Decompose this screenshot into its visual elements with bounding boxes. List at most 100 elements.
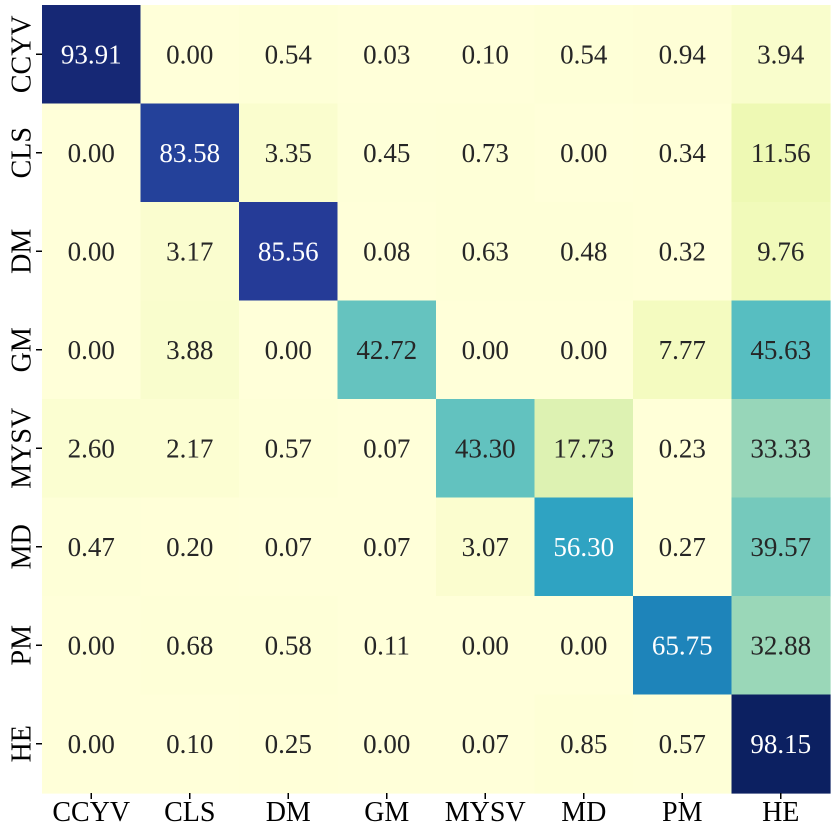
cell-value-label: 0.57: [659, 729, 706, 759]
heatmap-cell: [633, 300, 733, 400]
heatmap-cell: [239, 300, 339, 400]
heatmap-cell: [337, 5, 437, 105]
y-tick-label: PM: [7, 625, 38, 666]
heatmap-cell-labels: 93.91 0.00 0.54 0.03 0.10 0.54 0.94 3.94 0.00 83.…: [61, 39, 811, 759]
heatmap-cell: [42, 5, 142, 105]
cell-value-label: 0.54: [560, 39, 608, 69]
cell-value-label: 0.23: [659, 433, 706, 463]
cell-value-label: 7.77: [659, 335, 706, 365]
heatmap-cell: [239, 399, 339, 499]
cell-value-label: 39.57: [750, 532, 811, 562]
heatmap-cell: [436, 497, 536, 597]
cell-value-label: 0.00: [68, 630, 115, 660]
heatmap-cell: [633, 694, 733, 794]
cell-value-label: 0.10: [166, 729, 213, 759]
x-tick-label: CCYV: [52, 797, 130, 827]
cell-value-label: 85.56: [258, 236, 319, 266]
heatmap-cell: [731, 694, 831, 794]
cell-value-label: 3.07: [462, 532, 509, 562]
heatmap-cell: [731, 497, 831, 597]
cell-value-label: 33.33: [750, 433, 811, 463]
heatmap-cell: [534, 300, 634, 400]
heatmap-cell: [731, 300, 831, 400]
y-tick-label: CLS: [7, 127, 38, 178]
cell-value-label: 93.91: [61, 39, 122, 69]
heatmap-cell: [42, 202, 142, 302]
cell-value-label: 0.07: [265, 532, 312, 562]
cell-value-label: 0.08: [363, 236, 410, 266]
cell-value-label: 3.94: [757, 39, 805, 69]
heatmap-cell: [731, 202, 831, 302]
cell-value-label: 0.00: [68, 335, 115, 365]
x-tick-label: GM: [364, 797, 409, 827]
heatmap-cell: [239, 596, 339, 696]
heatmap-cell: [731, 5, 831, 105]
heatmap-cell: [534, 497, 634, 597]
heatmap-cell: [42, 103, 142, 203]
heatmap-cell: [337, 596, 437, 696]
heatmap-cell: [731, 596, 831, 696]
x-tick-label: MD: [561, 797, 606, 827]
cell-value-label: 0.00: [462, 630, 509, 660]
cell-value-label: 56.30: [553, 532, 614, 562]
heatmap-cells: [42, 5, 831, 794]
cell-value-label: 0.45: [363, 138, 410, 168]
cell-value-label: 0.10: [462, 39, 509, 69]
y-tick-label: DM: [7, 229, 38, 274]
cell-value-label: 0.68: [166, 630, 213, 660]
cell-value-label: 11.56: [751, 138, 811, 168]
cell-value-label: 0.00: [363, 729, 410, 759]
cell-value-label: 3.17: [166, 236, 213, 266]
heatmap-cell: [239, 202, 339, 302]
heatmap-cell: [337, 300, 437, 400]
cell-value-label: 0.07: [462, 729, 509, 759]
heatmap-cell: [239, 103, 339, 203]
heatmap-cell: [42, 694, 142, 794]
heatmap-cell: [436, 596, 536, 696]
heatmap-cell: [633, 399, 733, 499]
heatmap-cell: [140, 596, 240, 696]
cell-value-label: 0.07: [363, 433, 410, 463]
cell-value-label: 0.11: [364, 630, 410, 660]
heatmap-cell: [436, 103, 536, 203]
cell-value-label: 17.73: [553, 433, 614, 463]
cell-value-label: 3.35: [265, 138, 312, 168]
cell-value-label: 3.88: [166, 335, 213, 365]
cell-value-label: 83.58: [159, 138, 220, 168]
heatmap-cell: [140, 5, 240, 105]
heatmap-cell: [534, 5, 634, 105]
heatmap-cell: [42, 300, 142, 400]
heatmap-cell: [140, 202, 240, 302]
cell-value-label: 2.60: [68, 433, 115, 463]
cell-value-label: 2.17: [166, 433, 213, 463]
heatmap-cell: [633, 497, 733, 597]
cell-value-label: 0.47: [68, 532, 115, 562]
cell-value-label: 0.03: [363, 39, 410, 69]
heatmap-cell: [731, 103, 831, 203]
cell-value-label: 45.63: [750, 335, 811, 365]
heatmap-cell: [239, 694, 339, 794]
heatmap-cell: [436, 202, 536, 302]
cell-value-label: 42.72: [356, 335, 417, 365]
y-axis: CCYV CLS DM GM MYSV MD PM HE: [7, 15, 42, 762]
heatmap-cell: [534, 103, 634, 203]
heatmap-cell: [633, 103, 733, 203]
cell-value-label: 0.00: [68, 138, 115, 168]
cell-value-label: 0.34: [659, 138, 707, 168]
heatmap-cell: [140, 399, 240, 499]
cell-value-label: 0.00: [265, 335, 312, 365]
heatmap-cell: [42, 596, 142, 696]
x-tick-label: HE: [762, 797, 799, 827]
cell-value-label: 0.00: [560, 335, 607, 365]
heatmap-cell: [140, 497, 240, 597]
y-tick-label: MD: [7, 524, 38, 569]
heatmap-cell: [140, 694, 240, 794]
heatmap-cell: [239, 5, 339, 105]
x-tick-label: MYSV: [445, 797, 526, 827]
y-tick-label: CCYV: [7, 15, 38, 93]
heatmap-cell: [534, 694, 634, 794]
heatmap-cell: [42, 497, 142, 597]
cell-value-label: 65.75: [652, 630, 713, 660]
heatmap-cell: [239, 497, 339, 597]
heatmap-cell: [633, 202, 733, 302]
